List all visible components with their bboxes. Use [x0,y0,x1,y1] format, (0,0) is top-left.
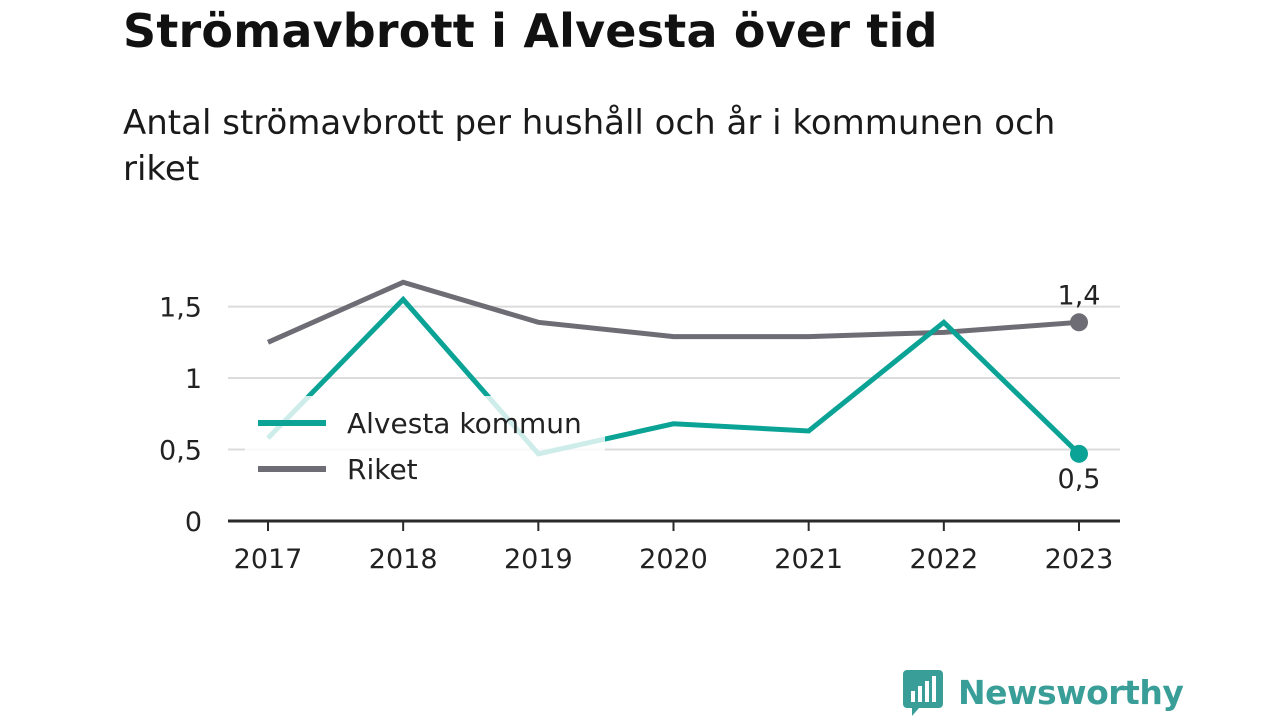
x-tick-label: 2021 [774,544,843,575]
series-line-riket [266,279,1080,345]
x-axis-ticks: 2017 2018 2019 2020 2021 2022 2023 [234,521,1114,575]
x-tick-label: 2023 [1045,544,1114,575]
x-tick-label: 2017 [234,544,303,575]
brand-name: Newsworthy [958,672,1184,712]
x-tick-label: 2018 [369,544,438,575]
legend-background [245,396,605,500]
end-point-marker [1070,444,1088,463]
x-tick-label: 2019 [504,544,573,575]
y-tick-label: 1 [185,364,202,395]
legend: Alvesta kommun Riket [245,396,605,500]
series-lines [266,279,1081,457]
end-point-marker [1070,313,1088,332]
x-tick-label: 2022 [909,544,978,575]
legend-label: Alvesta kommun [347,407,582,440]
end-value-label: 1,4 [1058,280,1101,311]
chart-title: Strömavbrott i Alvesta över tid [123,4,938,58]
bar-chart-speech-bubble-icon [903,670,943,716]
end-point-markers: 1,4 0,5 [1058,280,1101,495]
newsworthy-logo: Newsworthy [903,670,1184,716]
y-tick-label: 1,5 [159,293,202,324]
x-tick-label: 2020 [639,544,708,575]
end-value-label: 0,5 [1058,464,1101,495]
y-tick-label: 0,5 [159,436,202,467]
series-line-alvesta-kommun [266,295,1081,457]
y-tick-label: 0 [185,507,202,538]
chart-subtitle: Antal strömavbrott per hushåll och år i … [123,103,1056,189]
legend-label: Riket [347,453,418,486]
y-axis-labels: 0 0,5 1 1,5 [159,293,202,538]
